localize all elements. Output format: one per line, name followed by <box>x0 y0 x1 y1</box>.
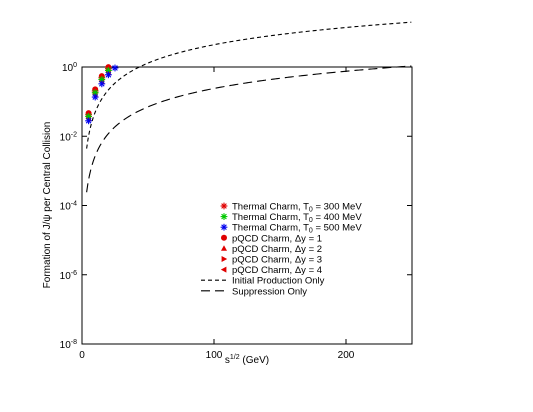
curves-layer <box>86 21 412 193</box>
legend-marker <box>221 245 227 251</box>
legend-label: Initial Production Only <box>232 276 325 287</box>
legend-label: pQCD Charm, Δy = 3 <box>232 255 322 266</box>
x-axis-label-base: s <box>225 355 230 366</box>
series-line <box>86 65 412 193</box>
data-point <box>111 64 119 72</box>
y-tick-label: 10-6 <box>60 270 77 282</box>
x-tick-label: 0 <box>79 350 85 361</box>
data-point <box>98 80 106 88</box>
legend-label: Thermal Charm, T0 = 500 MeV <box>232 223 362 235</box>
data-point <box>85 117 92 125</box>
legend-marker <box>220 213 228 220</box>
markers-layer <box>85 64 119 125</box>
legend-marker <box>220 266 227 273</box>
legend-marker <box>220 223 228 231</box>
legend-marker <box>221 234 227 241</box>
y-axis-ticks: 10-8 10-6 10-4 10-2 100 <box>60 62 412 351</box>
data-point <box>105 71 112 79</box>
y-tick-label: 10-8 <box>60 339 77 351</box>
x-tick-label: 100 <box>206 350 223 361</box>
data-point <box>91 93 99 101</box>
legend-label: Suppression Only <box>232 286 307 297</box>
x-axis-label: s1/2 (GeV) <box>225 354 269 366</box>
legend-label: pQCD Charm, Δy = 1 <box>232 233 322 244</box>
legend-label: pQCD Charm, Δy = 2 <box>232 244 322 255</box>
legend-label: Thermal Charm, T0 = 400 MeV <box>232 212 362 224</box>
y-tick-label: 100 <box>62 62 77 74</box>
legend-label: pQCD Charm, Δy = 4 <box>232 265 322 276</box>
legend-label: Thermal Charm, T0 = 300 MeV <box>232 202 362 214</box>
series-line <box>86 21 412 149</box>
legend-marker <box>221 256 228 262</box>
x-axis-ticks: 0 100 200 <box>79 67 355 361</box>
legend-marker <box>220 202 228 210</box>
y-tick-label: 10-4 <box>60 201 77 213</box>
x-axis-label-exponent: 1/2 <box>230 354 240 361</box>
y-axis-label: Formation of J/ψ per Central Collision <box>42 122 53 289</box>
x-axis-label-unit: (GeV) <box>240 355 269 366</box>
y-tick-label: 10-2 <box>60 131 77 143</box>
x-tick-label: 200 <box>338 350 355 361</box>
